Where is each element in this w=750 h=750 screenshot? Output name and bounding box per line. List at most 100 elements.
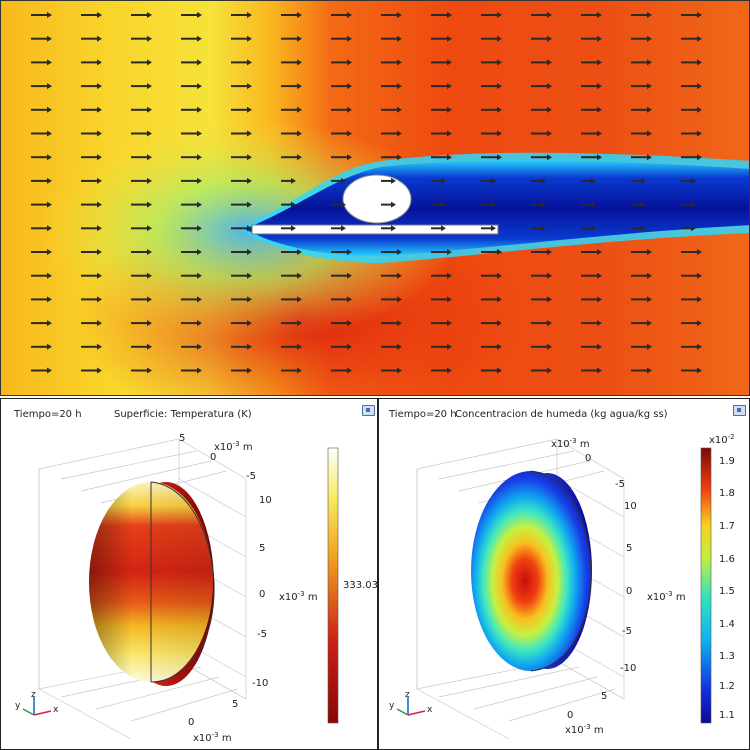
temperature-3d-plot xyxy=(38,438,339,740)
velocity-arrow-head xyxy=(647,154,652,161)
velocity-arrow-head xyxy=(597,154,602,161)
velocity-arrow-head xyxy=(197,106,202,113)
velocity-arrow-head xyxy=(297,272,302,279)
velocity-arrow-head xyxy=(197,83,202,90)
velocity-arrow-head xyxy=(97,367,102,374)
camera-icon[interactable] xyxy=(733,405,746,416)
velocity-arrow-head xyxy=(397,343,402,350)
velocity-arrow-head xyxy=(697,249,702,255)
velocity-arrow-head xyxy=(547,12,552,18)
velocity-arrow-head xyxy=(247,343,252,350)
velocity-arrow-head xyxy=(547,343,552,350)
velocity-arrow-head xyxy=(597,343,602,350)
tick-label: 0 xyxy=(585,453,592,464)
velocity-arrow-head xyxy=(441,177,446,184)
velocity-arrow-head xyxy=(341,201,346,208)
velocity-arrow-head xyxy=(347,320,352,327)
velocity-arrow-head xyxy=(447,12,452,18)
velocity-arrow-head xyxy=(297,130,302,137)
velocity-arrow-head xyxy=(47,249,52,255)
velocity-arrow-head xyxy=(647,296,652,303)
velocity-arrow-head xyxy=(597,12,602,18)
time-label: Tiempo=20 h xyxy=(14,409,82,420)
velocity-arrow-head xyxy=(497,367,502,374)
velocity-arrow-head xyxy=(47,320,52,327)
axis-triad xyxy=(22,697,52,716)
velocity-arrow-head xyxy=(397,154,402,161)
velocity-arrow-head xyxy=(47,83,52,90)
triad-x-label: x xyxy=(427,705,433,715)
velocity-arrow-head xyxy=(147,154,152,161)
velocity-arrow-head xyxy=(97,154,102,161)
velocity-arrow-head xyxy=(647,130,652,137)
velocity-arrow-head xyxy=(47,367,52,374)
velocity-arrow-head xyxy=(47,59,52,66)
velocity-arrow-head xyxy=(447,106,452,113)
axis-exponent-label: x10-3 m xyxy=(647,590,686,603)
velocity-arrow-head xyxy=(297,59,302,66)
velocity-arrow-head xyxy=(47,272,52,279)
ellipsoid-front-face xyxy=(471,471,591,671)
velocity-arrow-head xyxy=(497,35,502,42)
velocity-arrow-head xyxy=(147,83,152,90)
velocity-arrow-head xyxy=(647,59,652,66)
velocity-arrow-head xyxy=(197,343,202,350)
temperature-panel: Tiempo=20 h Superficie: Temperatura (K) xyxy=(0,398,378,750)
sample-ellipse xyxy=(342,174,412,224)
velocity-arrow-head xyxy=(147,12,152,18)
velocity-arrow-head xyxy=(247,83,252,90)
velocity-arrow-head xyxy=(47,12,52,18)
velocity-arrow-head xyxy=(697,83,702,90)
velocity-arrow-head xyxy=(347,296,352,303)
velocity-arrow-head xyxy=(547,59,552,66)
velocity-arrow-head xyxy=(47,154,52,161)
velocity-arrow-head xyxy=(547,35,552,42)
velocity-arrow-head xyxy=(697,367,702,374)
velocity-arrow-head xyxy=(247,35,252,42)
velocity-arrow-head xyxy=(547,367,552,374)
velocity-arrow-head xyxy=(647,343,652,350)
velocity-arrow-head xyxy=(397,59,402,66)
colorbar-tick: 1.5 xyxy=(719,586,735,597)
tick-label: 10 xyxy=(259,495,272,506)
velocity-arrow-head xyxy=(297,106,302,113)
velocity-arrow-head xyxy=(441,225,446,232)
tick-label: 5 xyxy=(179,433,186,444)
velocity-arrow-head xyxy=(147,177,152,184)
velocity-arrow-head xyxy=(697,106,702,113)
velocity-arrow-head xyxy=(497,320,502,327)
velocity-arrow-head xyxy=(447,249,452,255)
plot-title: Superficie: Temperatura (K) xyxy=(114,409,252,420)
velocity-arrow-head xyxy=(147,272,152,279)
velocity-arrow-head xyxy=(197,320,202,327)
camera-icon[interactable] xyxy=(362,405,375,416)
velocity-arrow-head xyxy=(347,12,352,18)
velocity-arrow-head xyxy=(447,130,452,137)
sample-tray xyxy=(251,224,499,235)
velocity-arrow-head xyxy=(197,35,202,42)
velocity-arrow-head xyxy=(297,296,302,303)
velocity-arrow-head xyxy=(291,201,296,208)
velocity-arrow-head xyxy=(641,225,646,232)
moisture-panel: Tiempo=20 h Concentracion de humeda (kg … xyxy=(378,398,750,750)
velocity-arrow-head xyxy=(347,83,352,90)
velocity-arrow-head xyxy=(197,130,202,137)
tick-label: 0 xyxy=(626,586,633,597)
velocity-arrow-head xyxy=(247,249,252,255)
velocity-arrow-head xyxy=(397,249,402,255)
tick-label: 5 xyxy=(626,543,633,554)
velocity-arrow-head xyxy=(247,177,252,184)
velocity-arrow-head xyxy=(47,35,52,42)
velocity-arrow-head xyxy=(247,201,252,208)
tick-label: 5 xyxy=(232,699,239,710)
velocity-arrow-head xyxy=(397,130,402,137)
tick-label: -10 xyxy=(620,663,637,674)
velocity-arrow-head xyxy=(197,225,202,232)
velocity-arrow-head xyxy=(347,272,352,279)
velocity-arrow-head xyxy=(691,177,696,184)
velocity-arrow-head xyxy=(197,249,202,255)
velocity-arrow-head xyxy=(341,177,346,184)
velocity-arrow-head xyxy=(247,12,252,18)
velocity-arrow-head xyxy=(347,343,352,350)
velocity-arrow-head xyxy=(647,320,652,327)
